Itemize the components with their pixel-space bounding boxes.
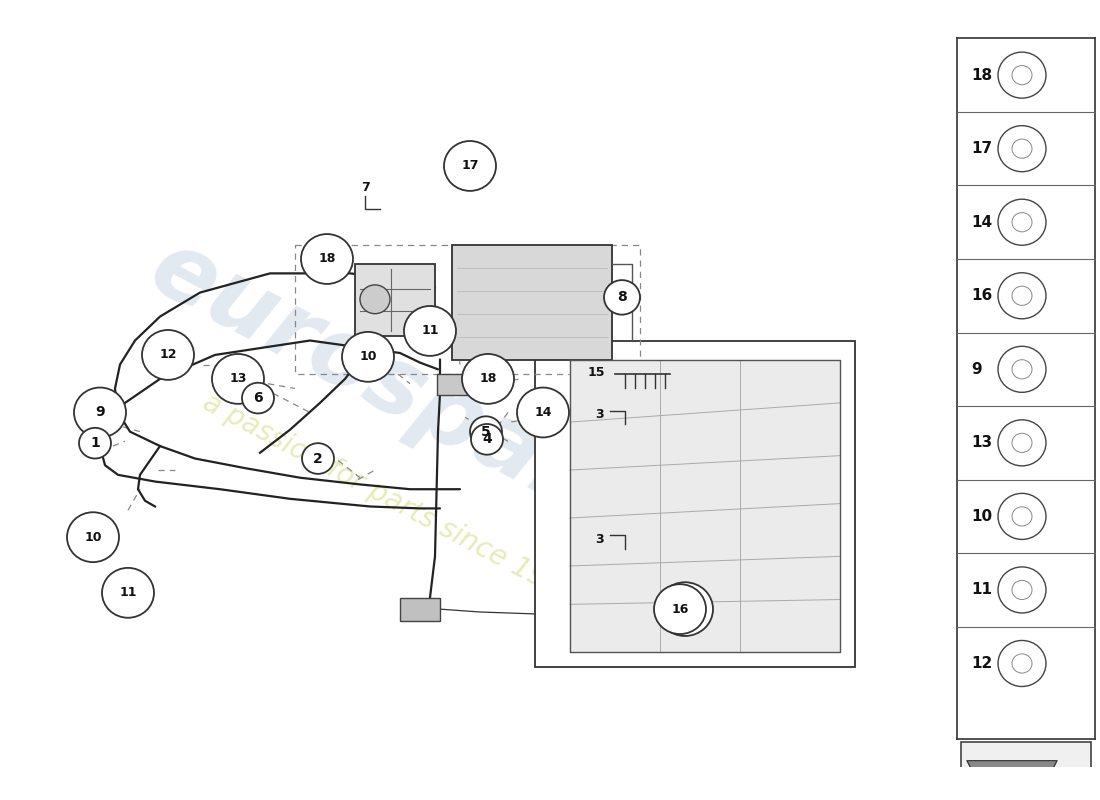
Circle shape	[67, 512, 119, 562]
Text: 6: 6	[253, 391, 263, 405]
Text: 9: 9	[971, 362, 981, 377]
Text: 8: 8	[617, 290, 627, 304]
Circle shape	[242, 382, 274, 414]
Text: 16: 16	[971, 288, 992, 303]
Circle shape	[462, 354, 514, 404]
Text: 18: 18	[318, 253, 336, 266]
Text: 3: 3	[596, 408, 604, 421]
Text: 17: 17	[461, 159, 478, 173]
Circle shape	[74, 387, 126, 438]
Circle shape	[471, 424, 503, 454]
Text: 11: 11	[421, 325, 439, 338]
Text: 16: 16	[675, 602, 695, 616]
Text: 7: 7	[361, 181, 370, 194]
Circle shape	[342, 332, 394, 382]
Circle shape	[654, 584, 706, 634]
Text: 17: 17	[971, 141, 992, 156]
FancyBboxPatch shape	[961, 742, 1091, 780]
Text: 2: 2	[314, 451, 323, 466]
Circle shape	[604, 280, 640, 314]
Text: 13: 13	[971, 435, 992, 450]
Bar	[535, 341, 855, 666]
Text: 15: 15	[587, 366, 605, 378]
Bar	[400, 598, 440, 621]
Text: 14: 14	[535, 406, 552, 419]
Bar	[355, 264, 434, 336]
Polygon shape	[570, 360, 840, 652]
Text: 1: 1	[90, 436, 100, 450]
Text: 11: 11	[119, 586, 136, 599]
Bar	[452, 245, 612, 360]
Circle shape	[212, 354, 264, 404]
Bar	[437, 374, 473, 395]
Circle shape	[360, 285, 390, 314]
Circle shape	[657, 582, 713, 636]
Circle shape	[301, 234, 353, 284]
Text: 16: 16	[671, 602, 689, 616]
Text: 3: 3	[596, 533, 604, 546]
Text: 18: 18	[971, 68, 992, 82]
Text: 10: 10	[360, 350, 376, 363]
Text: a passion for parts since 1985: a passion for parts since 1985	[198, 388, 582, 610]
Text: 11: 11	[971, 582, 992, 598]
Text: 955 02: 955 02	[989, 786, 1064, 800]
Circle shape	[79, 428, 111, 458]
Circle shape	[470, 416, 502, 447]
Text: 10: 10	[971, 509, 992, 524]
Text: 4: 4	[482, 432, 492, 446]
Circle shape	[444, 141, 496, 191]
Polygon shape	[967, 761, 1057, 780]
Text: 10: 10	[85, 530, 101, 544]
Text: 9: 9	[96, 406, 104, 419]
Text: 12: 12	[971, 656, 992, 671]
Circle shape	[142, 330, 194, 380]
Text: 5: 5	[481, 425, 491, 438]
Text: eurospares: eurospares	[134, 222, 705, 584]
Circle shape	[302, 443, 334, 474]
Text: 18: 18	[480, 373, 497, 386]
Bar	[961, 780, 1091, 800]
Text: 12: 12	[160, 349, 177, 362]
Text: 14: 14	[971, 214, 992, 230]
Circle shape	[517, 387, 569, 438]
Text: 13: 13	[229, 373, 246, 386]
Circle shape	[404, 306, 456, 356]
Circle shape	[102, 568, 154, 618]
